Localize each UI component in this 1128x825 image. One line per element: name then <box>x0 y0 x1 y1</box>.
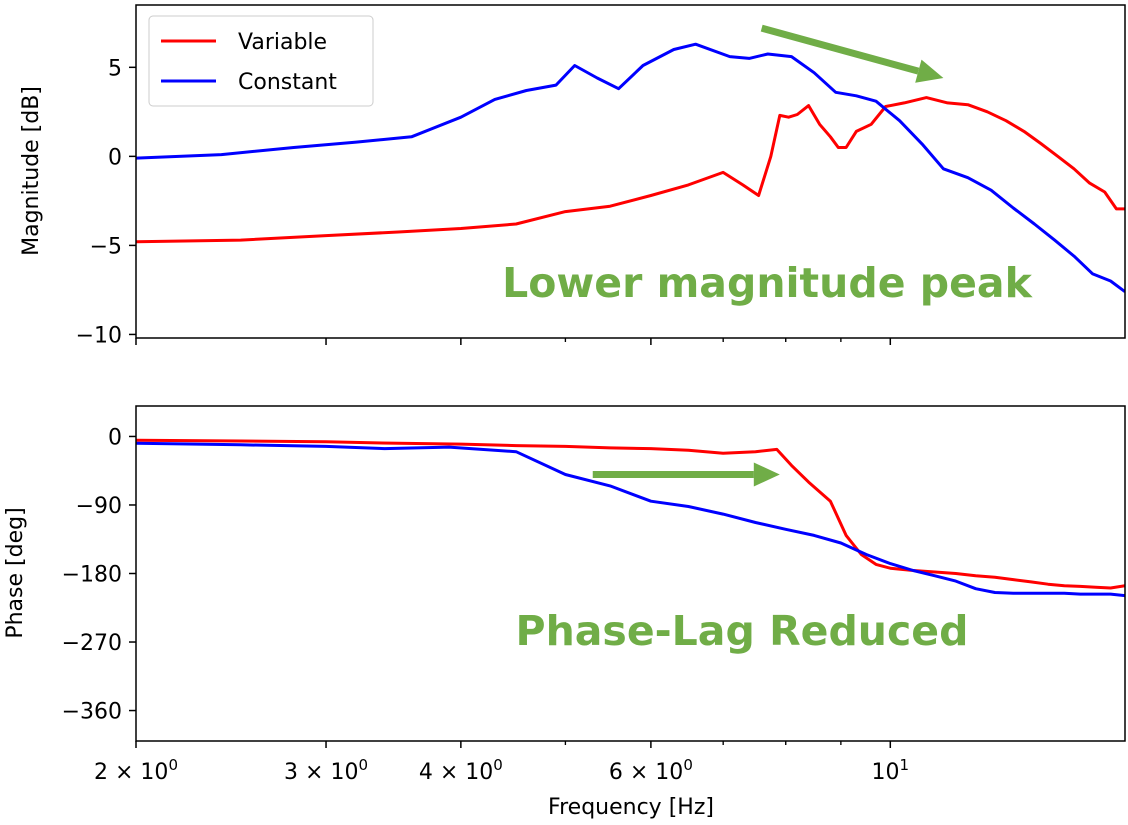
series-line-variable <box>136 96 1125 244</box>
y-tick-label: −90 <box>76 494 122 519</box>
phase-arrow <box>592 462 780 487</box>
phase-axes-frame <box>135 405 1126 742</box>
x-tick-label: 3 × 100 <box>284 756 368 785</box>
phase-annotation: Phase-Lag Reduced <box>516 607 969 655</box>
x-tick-label: 2 × 100 <box>94 756 178 785</box>
y-tick-label: −360 <box>62 700 122 725</box>
x-axis-label: Frequency [Hz] <box>548 795 714 820</box>
phase-panel: 0 −90 −180 −270 −360 2 × 100 3 × 100 4 × 100 6 … <box>3 405 1126 820</box>
magnitude-x-ticks <box>135 338 892 345</box>
x-tick-label: 4 × 100 <box>419 756 503 785</box>
legend-label-constant: Constant <box>238 70 337 95</box>
y-tick-label: −5 <box>90 234 122 259</box>
legend-box <box>148 15 374 107</box>
magnitude-y-axis-label: Magnitude [dB] <box>19 86 44 256</box>
phase-lines <box>136 438 1125 598</box>
series-line-constant <box>136 441 1125 598</box>
x-tick-label: 6 × 100 <box>609 756 693 785</box>
x-tick-label: 101 <box>872 756 910 785</box>
arrow-head <box>753 462 780 487</box>
y-tick-label: 0 <box>108 145 122 170</box>
y-tick-label: −10 <box>76 323 122 348</box>
y-tick-label: 5 <box>108 56 122 81</box>
y-tick-label: −270 <box>62 631 122 656</box>
phase-x-ticks: 2 × 100 3 × 100 4 × 100 6 × 100 101 <box>94 741 909 785</box>
arrow-head <box>915 59 944 83</box>
phase-y-ticks: 0 −90 −180 −270 −360 <box>62 425 136 725</box>
magnitude-axes-frame <box>135 4 1126 339</box>
y-tick-label: 0 <box>108 425 122 450</box>
phase-y-axis-label: Phase [deg] <box>3 507 28 638</box>
magnitude-y-ticks: −10 −5 0 5 <box>76 56 136 348</box>
series-line-variable <box>136 438 1125 590</box>
arrow-shaft <box>760 24 920 75</box>
series-line-constant <box>136 42 1125 293</box>
magnitude-arrow <box>760 24 944 83</box>
legend: Variable Constant <box>148 15 374 107</box>
y-tick-label: −180 <box>62 563 122 588</box>
magnitude-panel: −10 −5 0 5 Magnitude [dB] Lower magnitude p… <box>19 4 1126 348</box>
magnitude-annotation: Lower magnitude peak <box>502 259 1033 307</box>
legend-label-variable: Variable <box>238 30 327 55</box>
magnitude-lines <box>136 42 1125 293</box>
